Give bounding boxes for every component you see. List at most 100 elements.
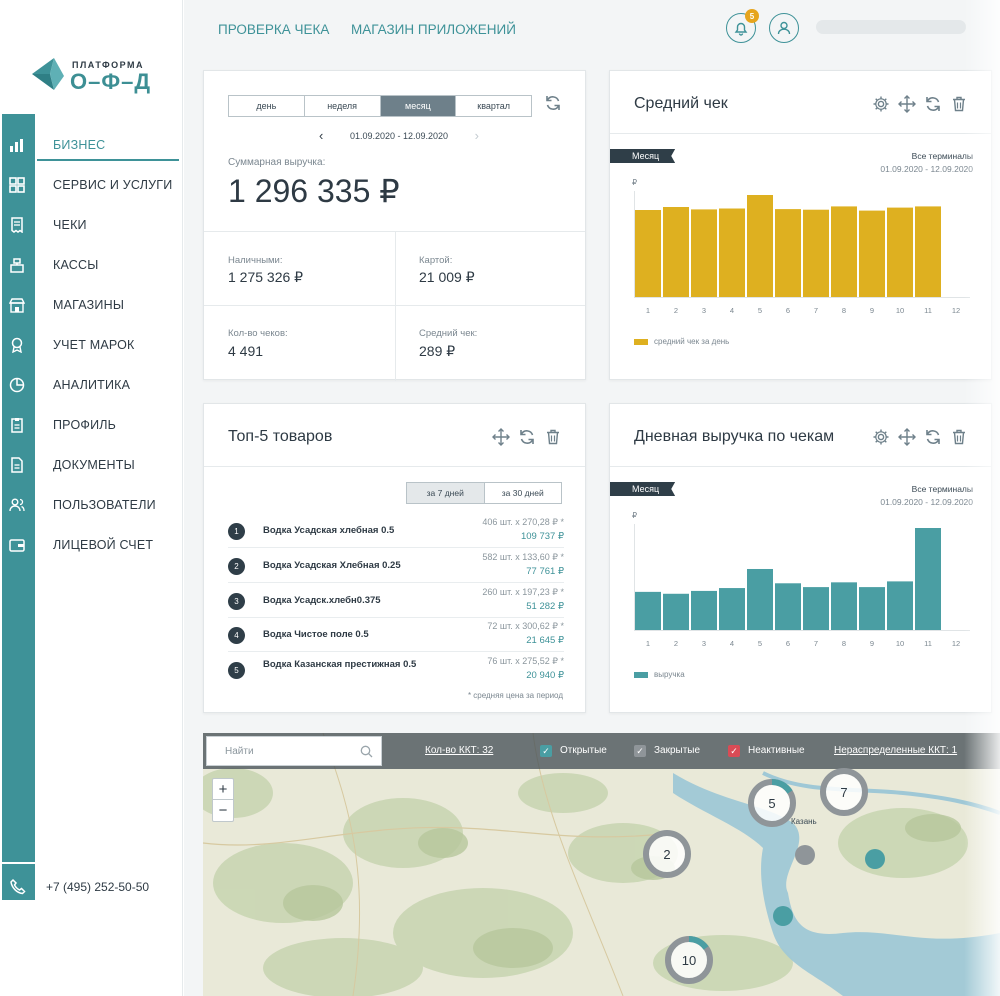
bar[interactable] bbox=[747, 195, 773, 297]
tab-30-days[interactable]: за 30 дней bbox=[501, 488, 544, 498]
table-row[interactable]: 4 Водка Чистое поле 0.5 72 шт. x 300,62 … bbox=[228, 618, 564, 652]
bar[interactable] bbox=[719, 588, 745, 630]
tab-7-days[interactable]: за 7 дней bbox=[407, 483, 485, 503]
x-tick-label: 10 bbox=[896, 306, 904, 315]
delete-button[interactable] bbox=[950, 95, 968, 113]
sidebar-item-receipts[interactable]: ЧЕКИ bbox=[0, 205, 183, 245]
settings-button[interactable] bbox=[872, 95, 890, 113]
period-day[interactable]: день bbox=[229, 96, 305, 116]
bar[interactable] bbox=[859, 210, 885, 297]
period-week[interactable]: неделя bbox=[305, 96, 381, 116]
bar[interactable] bbox=[803, 587, 829, 630]
refresh-icon bbox=[926, 97, 940, 111]
open-checkbox[interactable]: ✓ bbox=[540, 745, 552, 757]
cluster-count: 2 bbox=[663, 846, 671, 862]
sidebar-item-business[interactable]: БИЗНЕС bbox=[0, 125, 183, 165]
divider bbox=[204, 305, 585, 306]
move-button[interactable] bbox=[492, 428, 510, 446]
bar[interactable] bbox=[663, 593, 689, 630]
x-tick-label: 4 bbox=[730, 306, 734, 315]
bar[interactable] bbox=[915, 206, 941, 297]
daily-revenue-card: Дневная выручка по чекам Месяц Все терми… bbox=[609, 403, 992, 713]
bar[interactable] bbox=[635, 591, 661, 630]
map-marker-closed[interactable] bbox=[795, 845, 815, 865]
card-title: Средний чек bbox=[634, 95, 728, 112]
sidebar-item-account[interactable]: ЛИЦЕВОЙ СЧЕТ bbox=[0, 525, 183, 565]
table-row[interactable]: 3 Водка Усадск.хлебн0.375 260 шт. x 197,… bbox=[228, 584, 564, 618]
zoom-out-button[interactable]: − bbox=[218, 802, 228, 819]
move-button[interactable] bbox=[898, 428, 916, 446]
x-tick-label: 1 bbox=[646, 639, 650, 648]
cash-register-icon bbox=[10, 258, 24, 273]
card-value: 21 009 ₽ bbox=[419, 269, 475, 285]
unassigned-kkt-link[interactable]: Нераспределенные ККТ: 1 bbox=[834, 745, 958, 756]
map-cluster[interactable]: 10 bbox=[664, 935, 714, 985]
bar[interactable] bbox=[887, 581, 913, 630]
notifications-button[interactable]: 5 bbox=[726, 9, 759, 43]
table-row[interactable]: 2 Водка Усадская Хлебная 0.25 582 шт. x … bbox=[228, 549, 564, 583]
bar[interactable] bbox=[691, 590, 717, 630]
period-month[interactable]: месяц bbox=[380, 96, 457, 116]
delete-button[interactable] bbox=[950, 428, 968, 446]
sidebar-item-stores[interactable]: МАГАЗИНЫ bbox=[0, 285, 183, 325]
terminals-map[interactable]: Найти Кол-во ККТ: 32 ✓ Открытые ✓ Закрыт… bbox=[203, 733, 1000, 996]
bar[interactable] bbox=[887, 207, 913, 297]
map-cluster[interactable]: 5 bbox=[747, 778, 797, 828]
bar[interactable] bbox=[831, 582, 857, 630]
map-marker-open[interactable] bbox=[773, 906, 793, 926]
bar[interactable] bbox=[635, 210, 661, 297]
bar[interactable] bbox=[775, 209, 801, 297]
sidebar-item-analytics[interactable]: АНАЛИТИКА bbox=[0, 365, 183, 405]
bar[interactable] bbox=[691, 209, 717, 297]
product-total: 51 282 ₽ bbox=[526, 601, 564, 612]
prev-period-button[interactable]: ‹ bbox=[319, 128, 324, 143]
receipt-count-value: 4 491 bbox=[228, 343, 264, 359]
zoom-in-button[interactable]: + bbox=[213, 779, 233, 800]
map-marker-open[interactable] bbox=[865, 849, 885, 869]
bar[interactable] bbox=[747, 568, 773, 630]
period-quarter[interactable]: квартал bbox=[477, 101, 510, 111]
map-search-input[interactable]: Найти bbox=[206, 736, 382, 766]
sidebar-item-users[interactable]: ПОЛЬЗОВАТЕЛИ bbox=[0, 485, 183, 525]
map-cluster[interactable]: 2 bbox=[642, 829, 692, 879]
delete-button[interactable] bbox=[544, 428, 562, 446]
table-row[interactable]: 1 Водка Усадская хлебная 0.5 406 шт. x 2… bbox=[228, 514, 564, 548]
refresh-button[interactable] bbox=[924, 95, 942, 113]
bar[interactable] bbox=[719, 208, 745, 298]
chart-scope: Все терминалы 01.09.2020 - 12.09.2020 bbox=[880, 483, 973, 509]
refresh-button[interactable] bbox=[544, 94, 562, 117]
product-name: Водка Усадск.хлебн0.375 bbox=[263, 595, 381, 606]
legend-swatch bbox=[634, 338, 648, 345]
sidebar-item-documents[interactable]: ДОКУМЕНТЫ bbox=[0, 445, 183, 485]
app-store-link[interactable]: МАГАЗИН ПРИЛОЖЕНИЙ bbox=[351, 22, 516, 37]
settings-button[interactable] bbox=[872, 428, 890, 446]
bar[interactable] bbox=[915, 528, 941, 630]
table-row[interactable]: 5 Водка Казанская престижная 0.5 76 шт. … bbox=[228, 653, 564, 689]
bar[interactable] bbox=[663, 207, 689, 297]
top5-card: Топ-5 товаров за 7 дней за 30 дней 1 Вод… bbox=[203, 403, 586, 713]
kkt-count-link[interactable]: Кол-во ККТ: 32 bbox=[425, 745, 494, 756]
brand-logo[interactable]: ПЛАТФОРМА О–Ф–Д bbox=[30, 52, 160, 100]
next-period-button[interactable]: › bbox=[474, 128, 479, 143]
move-button[interactable] bbox=[898, 95, 916, 113]
map-cluster[interactable]: 7 bbox=[819, 767, 869, 817]
bar[interactable] bbox=[859, 587, 885, 630]
terminals-label: Все терминалы bbox=[911, 484, 973, 494]
refresh-button[interactable] bbox=[518, 428, 536, 446]
refresh-icon bbox=[520, 430, 534, 444]
bar[interactable] bbox=[803, 209, 829, 297]
sidebar-item-registers[interactable]: КАССЫ bbox=[0, 245, 183, 285]
support-phone[interactable]: +7 (495) 252-50-50 bbox=[46, 880, 150, 894]
bar[interactable] bbox=[831, 206, 857, 297]
check-receipt-link[interactable]: ПРОВЕРКА ЧЕКА bbox=[218, 22, 330, 37]
period-ribbon: Месяц bbox=[610, 482, 676, 496]
closed-checkbox[interactable]: ✓ bbox=[634, 745, 646, 757]
sidebar-item-profile[interactable]: ПРОФИЛЬ bbox=[0, 405, 183, 445]
bar[interactable] bbox=[775, 583, 801, 630]
inactive-checkbox[interactable]: ✓ bbox=[728, 745, 740, 757]
terminals-label: Все терминалы bbox=[911, 151, 973, 161]
sidebar-item-services[interactable]: СЕРВИС И УСЛУГИ bbox=[0, 165, 183, 205]
sidebar-item-stamps[interactable]: УЧЕТ МАРОК bbox=[0, 325, 183, 365]
refresh-button[interactable] bbox=[924, 428, 942, 446]
user-menu-button[interactable] bbox=[769, 13, 799, 43]
